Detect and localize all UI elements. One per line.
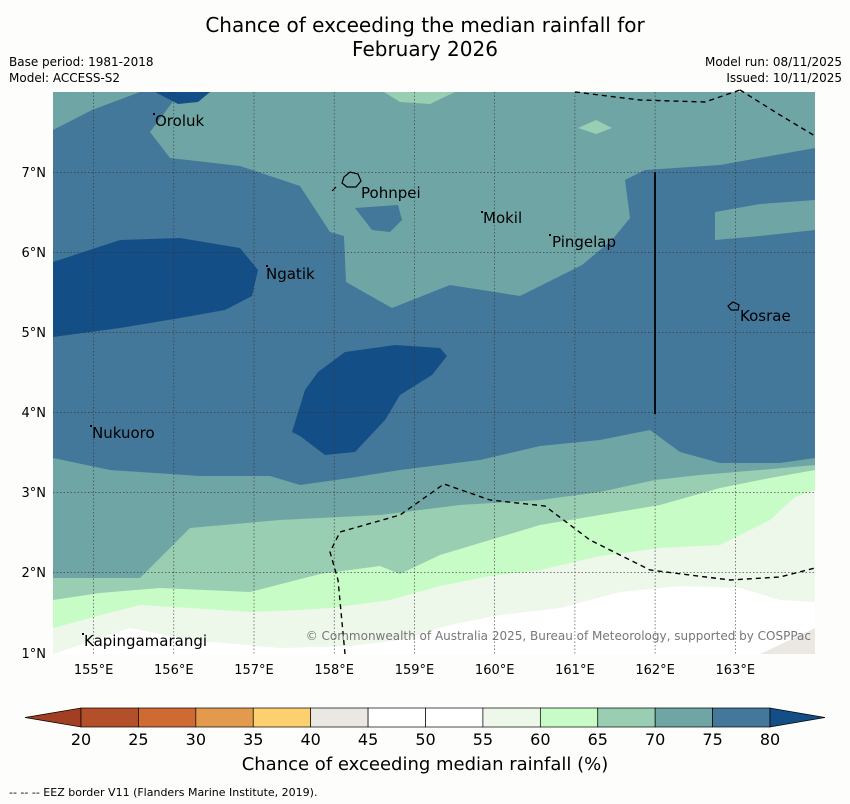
atoll-markers [82,113,551,635]
colorbar-tick-label: 55 [473,730,493,749]
place-ngatik: Ngatik [266,265,315,283]
colorbar-tick-label: 50 [415,730,435,749]
base-period: Base period: 1981-2018 [9,55,154,69]
eez-footnote: -- -- -- EEZ border V11 (Flanders Marine… [9,786,318,799]
lat-label-4n: 4°N [22,406,47,421]
colorbar-segment [138,707,197,728]
colorbar-segment [539,707,599,728]
colorbar-tick-label: 25 [128,730,148,749]
islands [331,171,740,311]
rainfall-contours [53,92,815,654]
pohnpei-island [341,171,362,188]
model-name: Model: ACCESS-S2 [9,71,121,85]
place-kosrae: Kosrae [740,307,791,325]
band-75-80-main [53,92,815,485]
lon-label-158e: 158°E [314,663,354,678]
colorbar-segment [195,707,254,728]
latitude-labels: 7°N 6°N 5°N 4°N 3°N 2°N 1°N [22,166,47,662]
lat-label-1n: 1°N [22,647,47,662]
meta-right: Model run: 08/11/2025 Issued: 10/11/2025 [705,54,842,86]
colorbar-tick-label: 20 [71,730,91,749]
band-80-plus-north [155,92,210,104]
place-mokil: Mokil [483,209,522,227]
lon-label-163e: 163°E [716,663,756,678]
band-80-plus-west [53,238,258,337]
lon-label-159e: 159°E [395,663,435,678]
kosrae-island [727,301,740,311]
place-nukuoro: Nukuoro [92,424,155,442]
colorbar-tick-label: 35 [243,730,263,749]
longitude-labels: 155°E 156°E 157°E 158°E 159°E 160°E 161°… [74,663,755,678]
lon-label-160e: 160°E [475,663,515,678]
title-line-2: February 2026 [352,37,498,61]
place-oroluk: Oroluk [155,112,204,130]
place-kapingamarangi: Kapingamarangi [84,632,207,650]
colorbar-tick-label: 75 [702,730,722,749]
colorbar-tick-label: 65 [588,730,608,749]
colorbar-tick-label: 60 [530,730,550,749]
lat-label-2n: 2°N [22,566,47,581]
colorbar-extend-low [24,707,82,728]
colorbar-extend-high [769,707,826,728]
colorbar-segment [80,707,139,728]
colorbar-segment [482,707,541,728]
issued-date: Issued: 10/11/2025 [726,71,842,85]
band-40-45 [760,628,815,654]
colorbar-tick-label: 70 [645,730,665,749]
band-65-70-north [384,92,455,104]
colorbar-segment [597,707,656,728]
colorbar-segment [425,707,484,728]
colorbar-segment [252,707,312,728]
copyright-notice: © Commonwealth of Australia 2025, Bureau… [306,629,811,643]
lon-label-157e: 157°E [234,663,274,678]
lon-label-161e: 161°E [555,663,595,678]
colorbar: 20 25 30 35 40 45 50 55 60 65 70 75 80 [24,707,826,749]
title-line-1: Chance of exceeding the median rainfall … [205,13,645,37]
colorbar-tick-label: 40 [300,730,320,749]
place-labels: Oroluk Pohnpei Mokil Pingelap Ngatik Kos… [84,112,791,650]
lon-label-162e: 162°E [635,663,675,678]
lon-label-156e: 156°E [154,663,194,678]
map-title: Chance of exceeding the median rainfall … [0,13,850,61]
colorbar-segment [654,707,713,728]
colorbar-tick-label: 45 [358,730,378,749]
lat-label-7n: 7°N [22,166,47,181]
eez-borders [329,89,816,655]
band-70-75-east-patch [715,200,815,240]
band-80-plus-central [292,345,447,455]
meta-left: Base period: 1981-2018 Model: ACCESS-S2 [9,54,154,86]
colorbar-segment [367,707,426,728]
lat-label-3n: 3°N [22,486,47,501]
model-run: Model run: 08/11/2025 [704,55,842,69]
lat-label-5n: 5°N [22,326,47,341]
colorbar-tick-label: 80 [760,730,780,749]
colorbar-title: Chance of exceeding median rainfall (%) [241,754,609,775]
place-pingelap: Pingelap [552,233,616,251]
place-pohnpei: Pohnpei [361,184,421,202]
colorbar-tick-label: 30 [186,730,206,749]
lon-label-155e: 155°E [74,663,114,678]
colorbar-segment [712,707,771,728]
band-45-55 [53,586,815,654]
band-75-80-patch [355,205,402,232]
band-65-70-ne [578,120,612,134]
colorbar-segment [310,707,369,728]
lat-label-6n: 6°N [22,246,47,261]
